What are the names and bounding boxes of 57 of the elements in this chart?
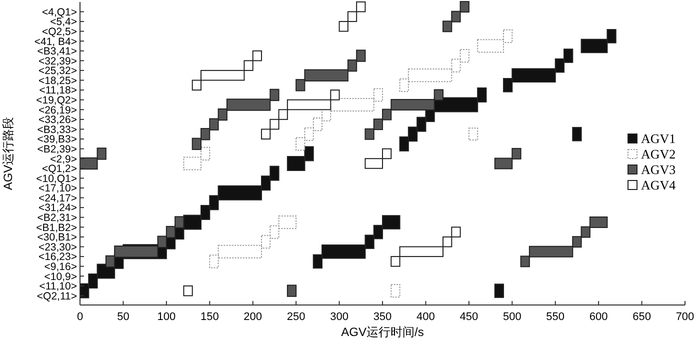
- y-tick-label: <31,24>: [38, 202, 77, 214]
- y-tick-label: <10,Q1>: [36, 172, 77, 185]
- x-tick-label: 600: [589, 311, 608, 323]
- x-tick-label: 150: [200, 311, 219, 323]
- bar: [286, 284, 297, 297]
- y-tick-label: <16,23>: [38, 251, 77, 264]
- y-tick-label: <41, B4>: [34, 36, 77, 48]
- x-tick-label: 500: [502, 311, 522, 323]
- y-tick-label: <10,9>: [44, 270, 77, 283]
- y-tick-label: <32,39>: [38, 55, 77, 68]
- y-tick-label: <26,19>: [38, 104, 77, 116]
- bar: [183, 285, 193, 296]
- x-tick-label: 700: [676, 311, 694, 323]
- y-tick-label: <4,Q1>: [42, 6, 77, 18]
- legend-label: AGV2: [641, 146, 676, 162]
- x-axis-title: AGV运行时间/s: [341, 325, 424, 339]
- x-tick-label: 400: [416, 311, 435, 323]
- y-tick-label: <B3,33>: [37, 124, 77, 136]
- x-tick-label: 250: [286, 311, 306, 323]
- legend-label: AGV1: [641, 131, 676, 146]
- y-tick-label: <11,18>: [39, 84, 77, 97]
- y-tick-label: <24,17>: [38, 192, 77, 204]
- x-tick-label: 550: [546, 311, 565, 323]
- x-tick-label: 300: [330, 311, 348, 323]
- y-tick-label: <19,Q2>: [36, 94, 77, 107]
- y-tick-label: <Q2,5>: [42, 26, 77, 38]
- x-tick-label: 200: [244, 311, 262, 323]
- y-tick-label: <B1,B2>: [36, 222, 77, 234]
- y-tick-label: <18,25>: [38, 74, 77, 87]
- bar: [468, 128, 478, 141]
- y-tick-label: <2,9>: [50, 153, 77, 166]
- bar: [390, 284, 400, 298]
- x-tick-label: 450: [460, 311, 478, 323]
- y-tick-label: <B2,39>: [37, 143, 77, 156]
- y-tick-label: <17,10>: [38, 182, 77, 195]
- x-tick-label: 100: [157, 311, 176, 323]
- y-tick-label: <5,4>: [50, 16, 77, 28]
- x-tick-label: 350: [373, 311, 392, 323]
- y-axis-title: AGV运行路段: [1, 116, 15, 190]
- y-tick-label: <B2,31>: [37, 212, 77, 224]
- y-tick-label: <33,26>: [38, 114, 77, 126]
- legend-label: AGV4: [641, 178, 676, 192]
- bar: [494, 284, 504, 298]
- legend-label: AGV3: [641, 162, 676, 177]
- y-tick-label: <39,B3>: [37, 134, 77, 146]
- y-tick-label: <23,30>: [38, 241, 77, 254]
- y-tick-label: <30,B1>: [37, 232, 77, 244]
- bar: [572, 126, 582, 142]
- y-tick-label: <B3,41>: [37, 46, 77, 58]
- y-tick-label: <9,16>: [44, 260, 77, 273]
- y-tick-label: <25,32>: [38, 65, 77, 78]
- y-tick-label: <Q2,11>: [36, 290, 77, 302]
- x-tick-label: 0: [76, 311, 84, 323]
- x-tick-label: 650: [632, 311, 651, 323]
- y-tick-label: <11,10>: [39, 280, 77, 293]
- y-tick-label: <Q1,2>: [42, 163, 77, 176]
- x-tick-label: 50: [117, 311, 130, 323]
